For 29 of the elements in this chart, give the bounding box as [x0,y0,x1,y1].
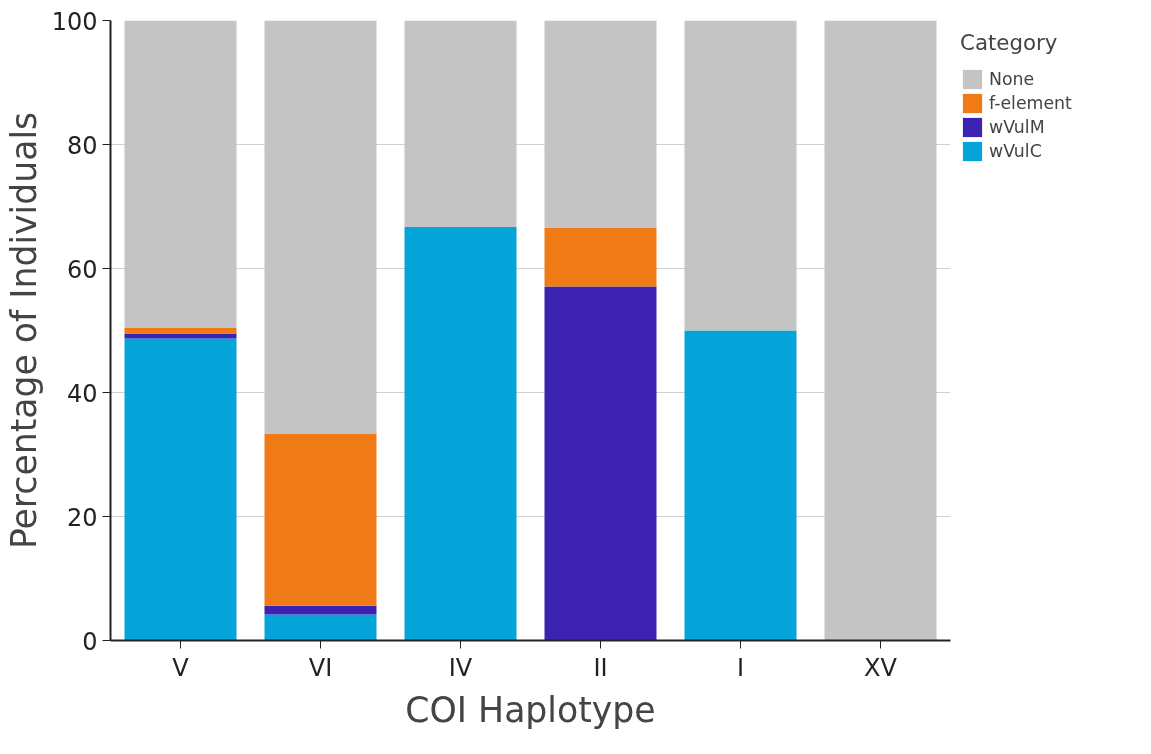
x-tick-label: IV [448,653,473,682]
bar [544,286,657,641]
legend-label: wVulC [989,141,1042,161]
legend-title: Category [960,30,1059,55]
legend-label: None [989,69,1035,89]
bar [404,226,517,641]
bar [264,605,377,615]
x-axis-title: COI Haplotype [405,689,656,730]
x-tick-label: VI [308,653,333,682]
bar [264,614,377,641]
y-tick-label: 100 [51,7,98,36]
x-tick-label: XV [864,653,898,682]
legend-label: wVulM [989,117,1045,137]
bar [544,227,657,287]
x-tick-label: I [736,653,745,682]
bar [124,338,237,641]
y-tick-label: 0 [82,627,98,656]
y-tick-label: 60 [66,255,98,284]
bar [124,333,237,339]
bar [124,328,237,334]
x-tick-label: V [172,653,190,682]
y-tick-label: 20 [66,503,98,532]
bar [264,433,377,606]
y-axis-title: Percentage of Individuals [3,111,44,550]
y-tick-label: 80 [66,131,98,160]
legend-label: f-element [989,93,1072,113]
y-tick-label: 40 [66,379,98,408]
x-tick-label: II [593,653,608,682]
bar [684,330,797,641]
